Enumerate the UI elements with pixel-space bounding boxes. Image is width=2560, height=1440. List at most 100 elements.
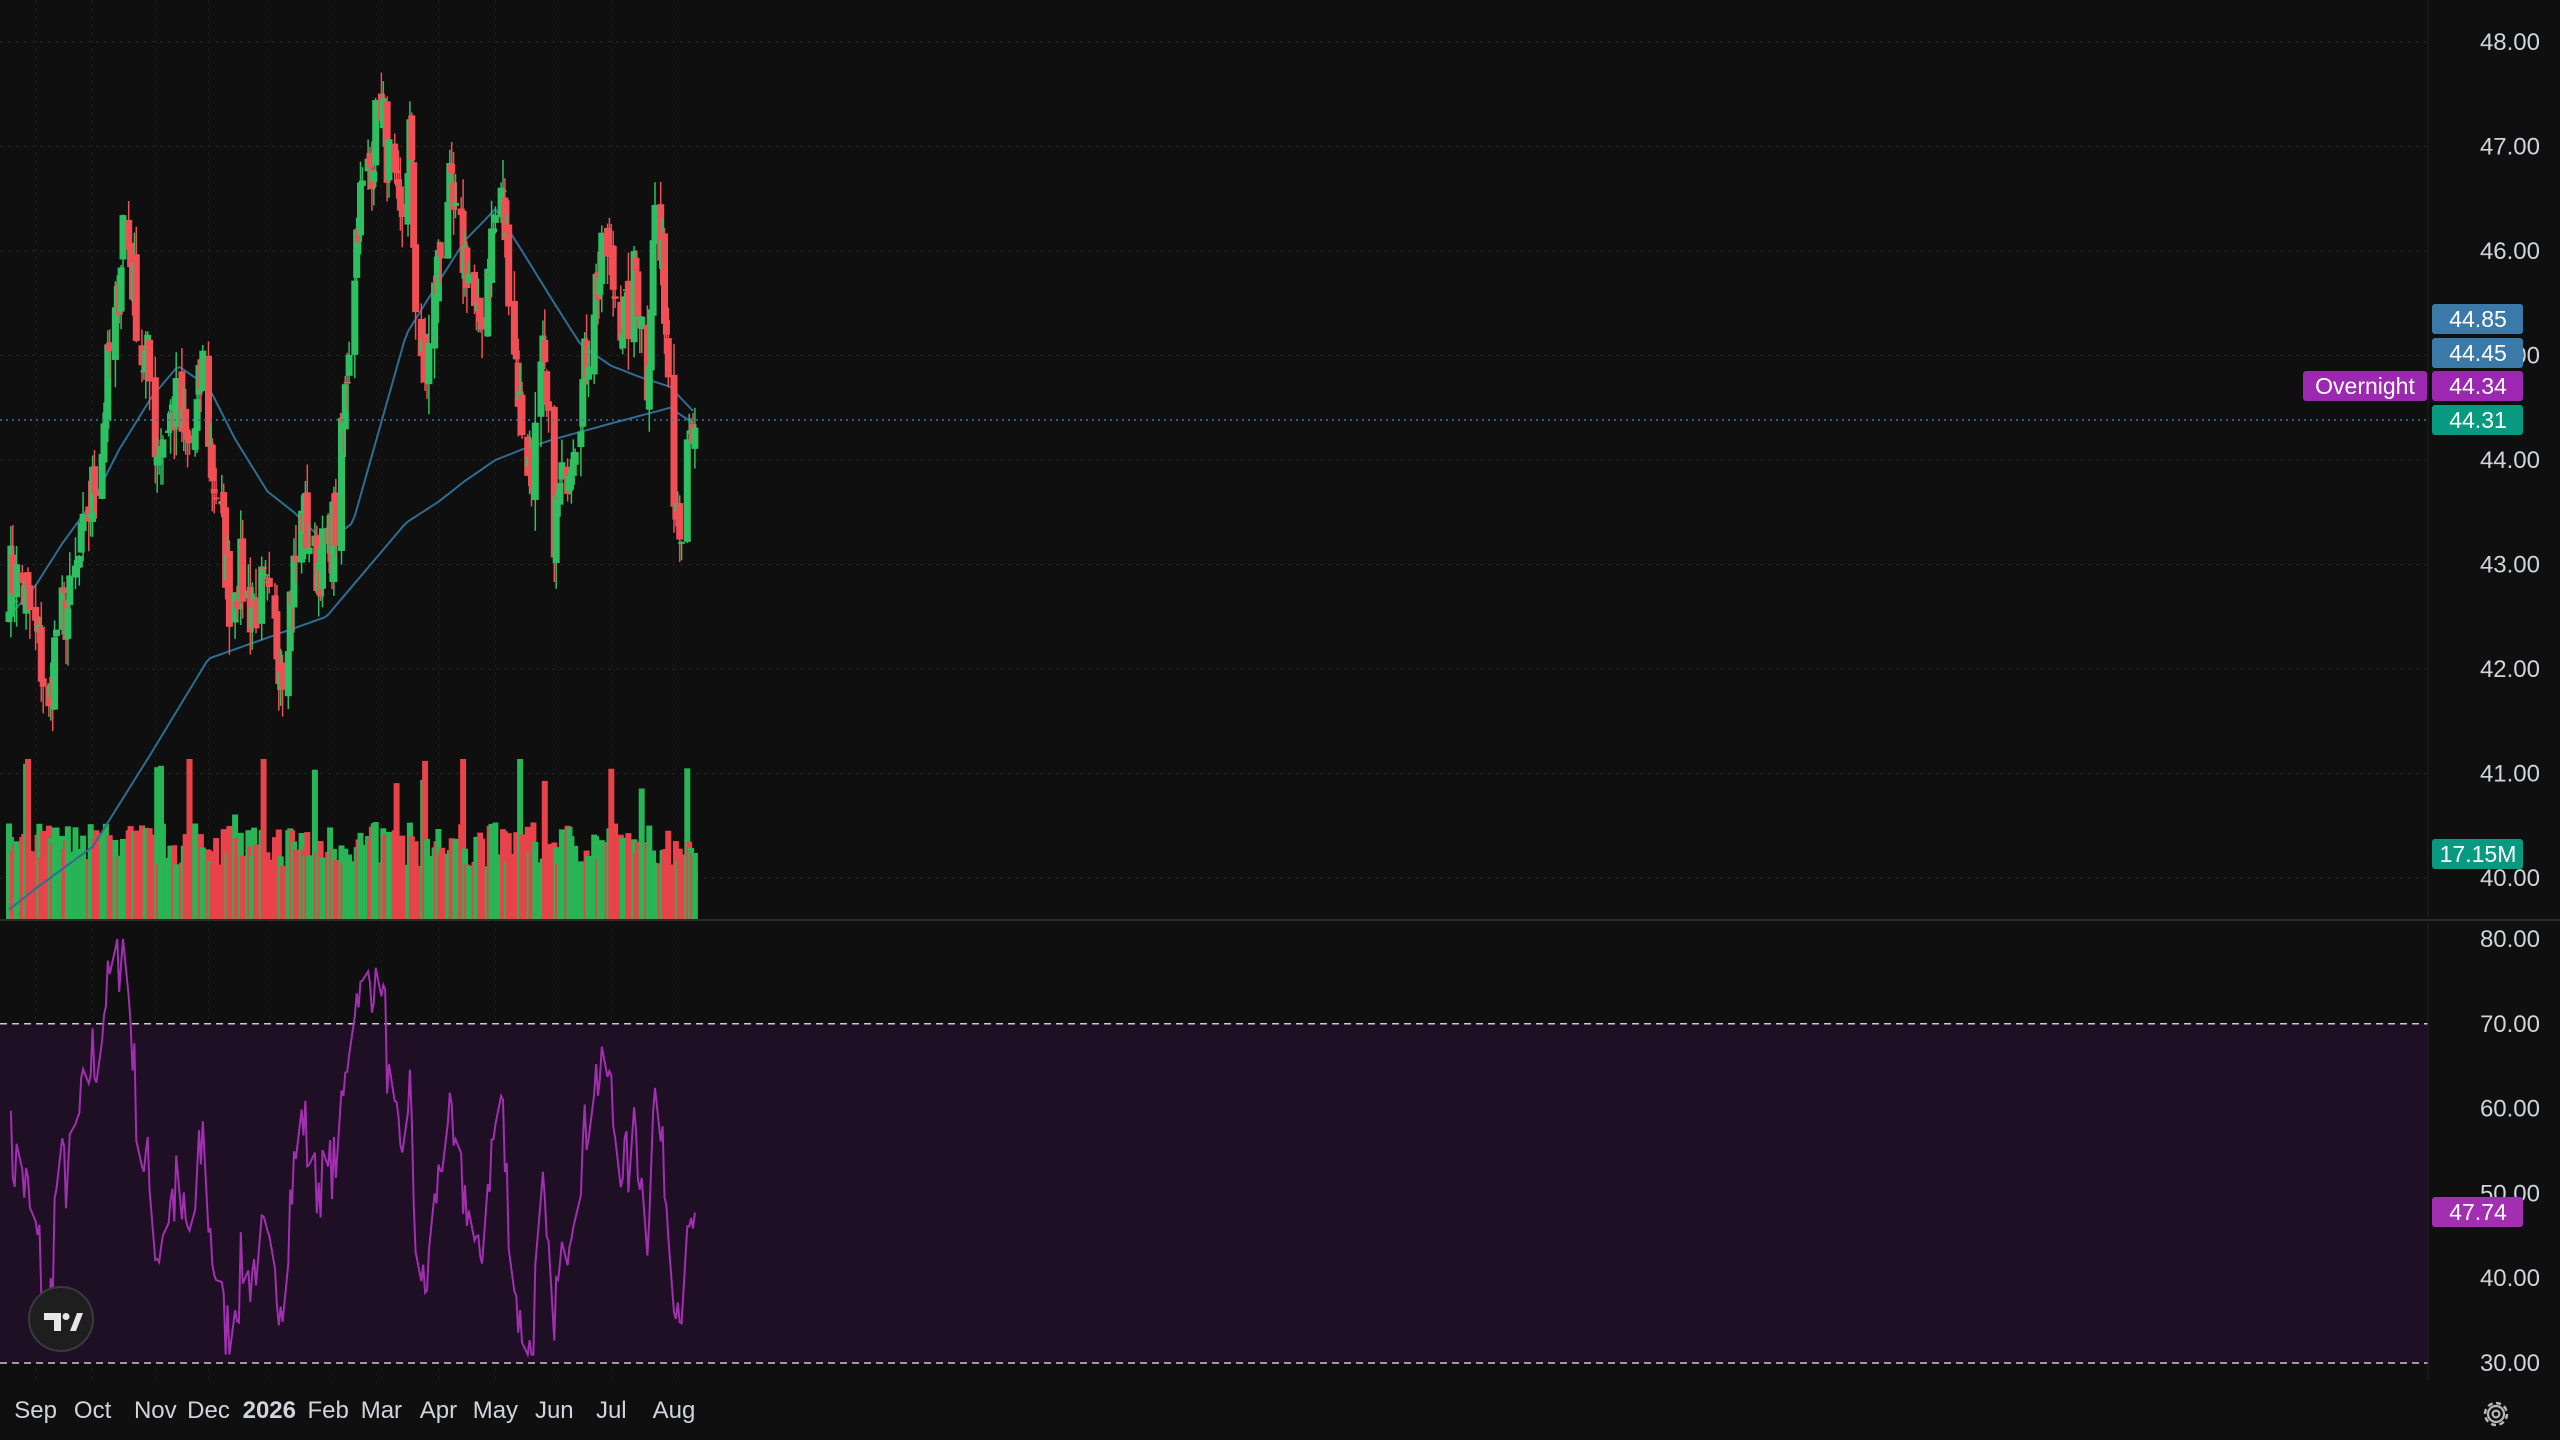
volume-bar bbox=[541, 780, 548, 920]
candle bbox=[556, 475, 564, 517]
volume-bar bbox=[40, 830, 47, 920]
volume-bar bbox=[319, 857, 326, 920]
time-tick-label: Nov bbox=[134, 1397, 177, 1424]
candle bbox=[18, 564, 26, 589]
candle bbox=[621, 292, 629, 345]
time-tick-label: May bbox=[473, 1397, 518, 1424]
candle bbox=[609, 230, 617, 317]
rsi-tick-label: 60.00 bbox=[2480, 1096, 2540, 1123]
rsi-tick-label: 80.00 bbox=[2480, 926, 2540, 953]
volume-bar bbox=[253, 844, 259, 920]
volume-bar bbox=[239, 855, 246, 920]
price-tick-label: 40.00 bbox=[2480, 865, 2540, 892]
volume-bar bbox=[598, 840, 605, 920]
candle bbox=[182, 388, 190, 455]
candle bbox=[619, 324, 627, 355]
time-axis: Sep Oct Nov Dec 2026 Feb Mar Apr May Jun Jul Aug bbox=[14, 1397, 695, 1424]
candle bbox=[396, 157, 404, 231]
price-tick-label: 46.00 bbox=[2480, 238, 2540, 265]
candle bbox=[79, 492, 87, 562]
candle bbox=[545, 391, 553, 433]
candle bbox=[9, 525, 17, 597]
volume-bar bbox=[691, 852, 698, 920]
volume-bar bbox=[120, 838, 126, 920]
volume-bar bbox=[393, 783, 400, 920]
volume-bar bbox=[279, 865, 286, 920]
candle bbox=[91, 450, 98, 512]
volume-bar bbox=[154, 767, 161, 920]
candle bbox=[357, 161, 364, 255]
volume-bar bbox=[311, 769, 318, 920]
volume-bar bbox=[505, 833, 512, 920]
candle bbox=[58, 575, 66, 635]
svg-text:44.34: 44.34 bbox=[2449, 373, 2507, 399]
candle bbox=[132, 226, 140, 343]
candle bbox=[678, 540, 686, 561]
candle bbox=[172, 352, 180, 456]
candle bbox=[292, 525, 300, 583]
candle bbox=[146, 338, 154, 411]
candle bbox=[351, 273, 359, 379]
volume-bar bbox=[492, 822, 499, 920]
svg-text:44.31: 44.31 bbox=[2449, 407, 2507, 433]
volume-bar bbox=[133, 830, 140, 920]
candle bbox=[212, 467, 220, 505]
volume-bar bbox=[25, 759, 31, 920]
candle bbox=[465, 260, 473, 285]
volume-bar bbox=[532, 842, 539, 920]
volume-bar bbox=[439, 847, 446, 920]
candle bbox=[159, 435, 167, 485]
candle bbox=[222, 494, 230, 600]
candle bbox=[421, 317, 429, 391]
volume-bar bbox=[26, 850, 33, 920]
candle bbox=[552, 490, 560, 589]
volume-bar bbox=[106, 835, 113, 920]
candle bbox=[53, 629, 60, 653]
candle bbox=[634, 264, 642, 326]
time-tick-label: Apr bbox=[420, 1397, 457, 1424]
time-tick-label: Jul bbox=[596, 1397, 627, 1424]
time-tick-label: Sep bbox=[14, 1397, 57, 1424]
candle bbox=[484, 258, 492, 338]
rsi-tick-label: 30.00 bbox=[2480, 1350, 2540, 1377]
candle bbox=[206, 423, 214, 447]
candle bbox=[385, 138, 393, 198]
volume-bar bbox=[452, 838, 459, 920]
candle bbox=[341, 376, 349, 458]
rsi-band bbox=[0, 1023, 2428, 1364]
volume-bar bbox=[173, 864, 180, 920]
candle bbox=[119, 214, 127, 288]
candle bbox=[305, 522, 313, 563]
candle bbox=[199, 344, 207, 392]
candle bbox=[598, 225, 606, 313]
price-tag: 44.45 bbox=[2432, 338, 2523, 368]
volume-bar bbox=[612, 823, 619, 920]
price-tick-label: 47.00 bbox=[2480, 133, 2540, 160]
tradingview-logo-icon[interactable] bbox=[28, 1286, 94, 1352]
candle bbox=[446, 149, 454, 214]
candle bbox=[391, 133, 399, 184]
volume-bar bbox=[159, 823, 166, 920]
candle bbox=[39, 652, 47, 714]
candle bbox=[448, 141, 456, 181]
candle bbox=[258, 556, 266, 641]
candle bbox=[524, 434, 532, 477]
candle bbox=[491, 206, 499, 234]
volume-bar bbox=[425, 855, 432, 920]
volume-bar bbox=[412, 841, 419, 920]
price-tick-label: 44.00 bbox=[2480, 447, 2540, 474]
candle bbox=[604, 223, 611, 285]
volume-bar bbox=[266, 859, 273, 920]
volume-bar bbox=[558, 829, 565, 920]
volume-tag: 17.15M bbox=[2432, 839, 2523, 869]
candle bbox=[537, 355, 545, 448]
volume-bar bbox=[372, 822, 379, 920]
candle bbox=[611, 287, 619, 309]
candle bbox=[452, 173, 459, 219]
volume-bar bbox=[66, 851, 73, 920]
candle bbox=[651, 182, 659, 260]
settings-gear-icon[interactable] bbox=[2476, 1394, 2516, 1434]
candle bbox=[501, 178, 509, 258]
price-tag: 44.34 bbox=[2432, 371, 2523, 401]
